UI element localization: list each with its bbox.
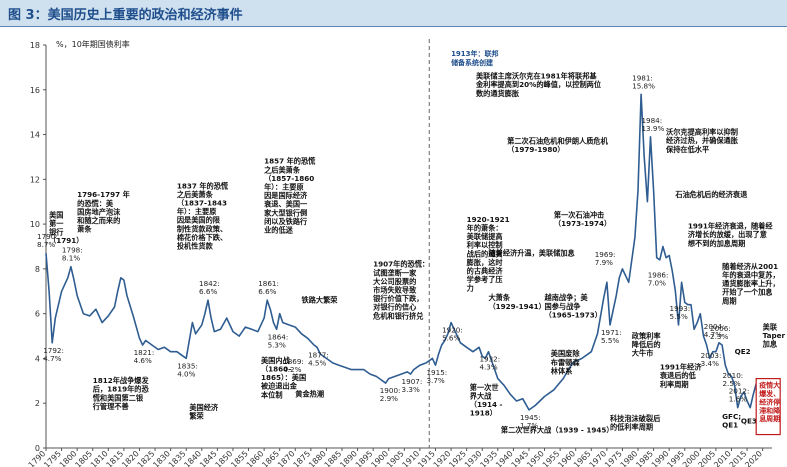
point-label: 2012: 1.6%: [729, 387, 750, 404]
point-label: 1821: 4.6%: [134, 348, 155, 365]
annotation: 美国第一银行（1791）: [48, 210, 83, 245]
point-label: 1877: 4.5%: [308, 350, 329, 367]
annotation: 美联储主席沃尔克在1981年将联邦基金利率提高到20%的峰值，以控制两位数的通货…: [475, 72, 602, 98]
annotation: GFC; QE1: [722, 412, 741, 430]
annotation: 大萧条（1929-1941）: [488, 293, 545, 311]
annotation: 1857 年的恐慌之后美萧条（1857-1860 年）：主要原因是国际经济衰退、美…: [263, 157, 316, 235]
point-label: 1932: 4.3%: [479, 355, 500, 372]
point-label: 1986: 7.0%: [648, 270, 669, 287]
chart: 0246810121416181790179518001805181018151…: [27, 39, 786, 467]
annotation: 美国废除布雷顿森林体系: [550, 349, 581, 375]
y-tick-label: 16: [30, 86, 40, 95]
annotation: 沃尔克提高利率以抑制经济过热，并确保通胀保持在低水平: [665, 128, 739, 154]
point-label: 1993: 5.5%: [670, 304, 691, 321]
annotation: 第二次石油危机和伊朗人质危机（1979-1980）: [507, 137, 608, 155]
y-tick-label: 18: [30, 41, 40, 50]
annotation: 黄金热潮: [295, 390, 324, 399]
annotation: QE2: [735, 347, 751, 356]
annotation: 第二次世界大战（1939 - 1945）: [501, 425, 614, 434]
point-label: 1971: 5.5%: [601, 328, 622, 345]
point-label: 2004: 4.7%: [704, 322, 725, 339]
y-tick-label: 8: [35, 265, 40, 274]
annotation: 美国经济繁荣: [188, 403, 219, 421]
y-tick-label: 6: [35, 310, 40, 319]
y-tick-label: 2: [35, 399, 40, 408]
point-label: 1869: 4.2%: [283, 357, 304, 374]
point-label: 1861: 6.6%: [258, 279, 279, 296]
y-tick-label: 14: [30, 131, 40, 140]
annotation: 第一次世界大战（1914 -1918）: [470, 383, 503, 418]
point-label: 1920: 5.6%: [442, 326, 463, 343]
point-label: 1969: 7.9%: [595, 250, 616, 267]
annotation: 1796-1797 年的恐慌：美国房地产泡沫和随之而来的萧条: [76, 190, 130, 233]
annotation: 1907年的恐慌：试图垄断一家大公司股票的市场失败导致银行价值下跌，对银行的信心…: [372, 260, 429, 321]
annotation: QE3: [741, 416, 757, 425]
annotation: 越南战争；美国参与战争（1965-1973）: [544, 293, 602, 319]
covid-annotation: 疫情大爆发、经济停滞和降息周期: [759, 381, 781, 424]
annotation: 1837 年的恐慌之后美萧条（1837-1843 年）：主要原因是美国的限制性货款…: [177, 181, 229, 250]
point-label: 1945: 1.7%: [520, 413, 541, 430]
annotation: 美国内战（1860– 1865）：美国被迫退出金本位制: [260, 356, 306, 399]
point-label: 1835: 4.0%: [177, 361, 198, 378]
point-label: 2003: 3.4%: [701, 351, 722, 368]
point-label: 1790: 8.7%: [37, 232, 58, 249]
point-label: 1907: 3.3%: [402, 377, 423, 394]
title-bar: 图 3：美国历史上重要的政治和经济事件: [0, 0, 787, 27]
point-label: 1981: 15.8%: [632, 73, 655, 90]
point-label: 1864: 5.3%: [268, 332, 289, 349]
annotation: 1812年战争爆发后，1819年的恐慌和美国第二银行管理不善: [92, 376, 150, 411]
point-label: 2006: 2.3%: [710, 324, 731, 341]
y-tick-label: 0: [35, 444, 40, 453]
annotation: 石油危机后的经济衰退: [674, 190, 748, 199]
annotation: 铁路大繁荣: [302, 295, 339, 304]
x-tick-label: 2020: [743, 449, 764, 467]
point-label: 1984: 13.9%: [641, 116, 664, 133]
y-tick-label: 10: [30, 220, 40, 229]
point-label: 1915: 3.7%: [426, 368, 447, 385]
point-label: 1798: 8.1%: [62, 246, 83, 263]
annotation: 随着经济升温，美联储加息: [488, 248, 574, 257]
y-tick-label: 12: [30, 175, 40, 184]
annotation: 政策利率降低后的大牛市: [632, 331, 661, 357]
unit-label: %，10年期国债利率: [56, 39, 130, 49]
covid-red-box: [755, 377, 781, 436]
page-title: 图 3：美国历史上重要的政治和经济事件: [8, 8, 243, 23]
annotation: 科技泡沫破裂后的低利率周期: [610, 414, 660, 432]
annotation: 第一次石油冲击（1973-1974）: [554, 210, 611, 228]
annotation: 1913年：联邦储备系统创建: [450, 49, 498, 67]
point-label: 1900: 2.9%: [380, 386, 401, 403]
point-label: 1842: 6.6%: [199, 279, 220, 296]
point-label: 2010: 2.5%: [722, 371, 743, 388]
point-label: 1792: 4.7%: [43, 346, 64, 363]
annotation: 1991年经济衰退，随着经济增长的放缓，出现了意想不到的加息周期: [687, 222, 774, 248]
annotation: 1991年经济衰退后的低利率周期: [659, 363, 702, 389]
annotation: 美联 Taper 加息: [762, 322, 786, 348]
annotation: 随着经济从2001 年的衰退中复苏，通货膨胀率上升，开始了一个加息周期: [722, 262, 780, 305]
series-line-0: [45, 93, 767, 429]
y-tick-label: 4: [35, 354, 40, 363]
annotation: 1920-1921 年的萧条：美联储提高利率以控制战后的通货膨胀，这时的古典经济学…: [466, 215, 510, 293]
